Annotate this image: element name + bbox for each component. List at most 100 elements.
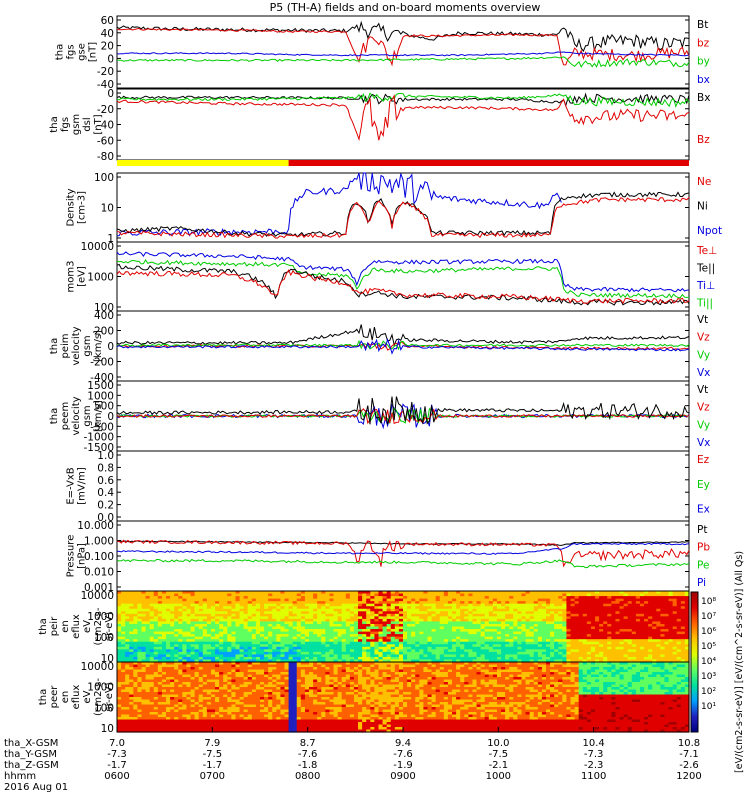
heat-cell — [370, 629, 375, 633]
heat-cell — [133, 724, 139, 728]
heat-cell — [546, 593, 551, 597]
heat-cell — [219, 601, 224, 605]
heat-cell — [161, 679, 167, 683]
heat-cell — [382, 601, 388, 605]
heat-cell — [309, 646, 314, 650]
heat-cell — [353, 601, 359, 605]
heat-cell — [321, 613, 326, 617]
heat-cell — [505, 636, 510, 640]
heat-cell — [652, 654, 657, 658]
heat-cell — [153, 639, 159, 643]
heat-cell — [341, 629, 347, 633]
heat-cell — [615, 623, 621, 628]
heat-cell — [341, 631, 347, 635]
heat-cell — [117, 729, 122, 733]
heat-cell — [407, 634, 412, 638]
heat-cell — [468, 641, 474, 645]
heat-cell — [198, 724, 204, 728]
heat-cell — [186, 631, 192, 635]
heat-cell — [652, 649, 657, 653]
heat-cell — [157, 697, 163, 701]
heat-cell — [149, 598, 155, 602]
heat-cell — [125, 644, 130, 648]
heat-cell — [174, 656, 179, 661]
heat-cell — [341, 611, 347, 615]
heat-cell — [492, 591, 498, 595]
heat-cell — [247, 626, 253, 630]
heat-cell — [133, 651, 139, 655]
heat-cell — [423, 613, 429, 617]
heat-cell — [374, 639, 380, 643]
heat-cell — [117, 719, 122, 723]
heat-cell — [178, 629, 183, 633]
heat-cell — [272, 613, 277, 617]
heat-cell — [627, 631, 633, 635]
heat-cell — [239, 656, 245, 661]
heat-cell — [660, 634, 666, 638]
heat-cell — [419, 616, 425, 620]
heat-cell — [496, 651, 502, 655]
heat-cell — [603, 593, 608, 597]
heat-cell — [198, 709, 204, 713]
heat-cell — [619, 636, 625, 640]
heat-cell — [194, 684, 200, 688]
heat-cell — [353, 616, 359, 620]
heat-cell — [349, 598, 355, 602]
heat-cell — [178, 591, 183, 595]
heat-cell — [546, 608, 551, 612]
heat-cell — [541, 596, 547, 600]
heat-cell — [464, 593, 469, 597]
heat-cell — [243, 591, 249, 595]
heat-cell — [329, 596, 335, 600]
heat-cell — [623, 616, 629, 620]
heat-cell — [292, 601, 298, 605]
heat-cell — [639, 616, 645, 620]
heat-cell — [264, 621, 269, 625]
heat-cell — [635, 626, 641, 630]
heat-cell — [492, 654, 498, 658]
heat-cell — [117, 623, 122, 628]
heat-cell — [362, 591, 367, 595]
heat-cell — [329, 629, 335, 633]
heat-cell — [615, 618, 621, 623]
heat-cell — [476, 649, 482, 653]
heat-cell — [619, 611, 625, 615]
heat-cell — [492, 631, 498, 635]
heat-cell — [394, 634, 400, 638]
heat-cell — [174, 669, 179, 673]
heat-cell — [133, 621, 139, 625]
heat-cell — [578, 593, 584, 597]
heat-cell — [166, 631, 171, 635]
heat-cell — [141, 623, 147, 628]
heat-cell — [398, 631, 404, 635]
heat-cell — [603, 603, 608, 607]
heat-cell — [411, 613, 416, 617]
heat-cell — [264, 634, 269, 638]
heat-cell — [374, 603, 380, 607]
heat-cell — [260, 623, 265, 628]
heat-cell — [210, 596, 216, 600]
heat-cell — [590, 644, 596, 648]
heat-cell — [488, 634, 494, 638]
heat-cell — [648, 598, 653, 602]
heat-cell — [546, 631, 551, 635]
heat-cell — [296, 639, 302, 643]
ylabel-line: [km/s] — [93, 400, 104, 432]
heat-cell — [190, 606, 196, 610]
heat-cell — [415, 644, 420, 648]
ytick-label: 60 — [101, 15, 114, 27]
ytick-label: 0.100 — [84, 551, 114, 563]
heat-cell — [149, 613, 155, 617]
heat-cell — [178, 669, 183, 673]
heat-cell — [578, 659, 584, 663]
heat-cell — [550, 654, 555, 658]
heat-cell — [317, 616, 322, 620]
heat-cell — [260, 621, 265, 625]
heat-cell — [202, 664, 208, 668]
heat-cell — [174, 646, 179, 650]
heat-cell — [558, 608, 563, 612]
heat-cell — [117, 641, 122, 645]
heat-cell — [488, 598, 494, 602]
heat-cell — [680, 626, 686, 630]
heat-cell — [488, 613, 494, 617]
